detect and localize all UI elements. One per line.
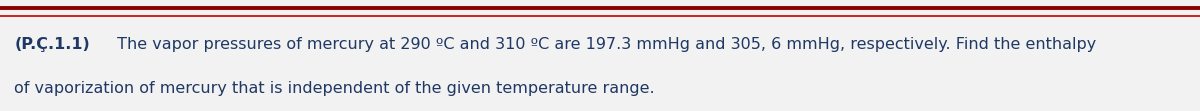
Text: (P.Ç.1.1): (P.Ç.1.1) [14, 37, 90, 52]
Text: of vaporization of mercury that is independent of the given temperature range.: of vaporization of mercury that is indep… [14, 81, 655, 96]
Text: The vapor pressures of mercury at 290 ºC and 310 ºC are 197.3 mmHg and 305, 6 mm: The vapor pressures of mercury at 290 ºC… [112, 37, 1097, 52]
